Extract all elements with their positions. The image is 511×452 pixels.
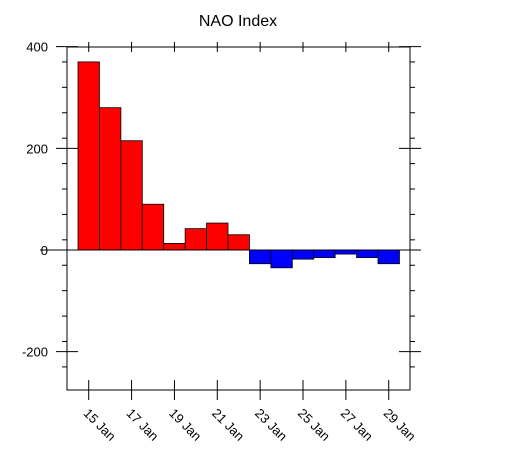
plot-frame — [40, 46, 420, 391]
x-tick-label: 21 Jan — [209, 406, 247, 444]
bar-21-jan — [206, 222, 229, 251]
x-tick-label: 27 Jan — [338, 406, 376, 444]
y-axis: -200 0 200 400 — [22, 40, 421, 368]
x-tick-label: 19 Jan — [166, 406, 204, 444]
bar-26-jan — [313, 249, 336, 259]
bar-18-jan — [141, 203, 165, 251]
x-tick-label: 29 Jan — [381, 406, 419, 444]
y-tick-label: 400 — [26, 40, 48, 55]
bar-22-jan — [227, 234, 250, 251]
bar-25-jan — [291, 249, 315, 260]
bar-20-jan — [184, 228, 207, 251]
x-tick-label: 25 Jan — [295, 406, 333, 444]
bar-16-jan — [99, 107, 122, 251]
bar-29-jan — [377, 249, 400, 265]
bars-group — [77, 61, 400, 269]
bar-17-jan — [120, 140, 143, 251]
y-tick-label: -200 — [22, 345, 48, 360]
x-tick-label: 17 Jan — [123, 406, 161, 444]
y-tick-label: 200 — [26, 141, 48, 156]
bar-28-jan — [356, 249, 379, 259]
bar-27-jan — [334, 249, 357, 255]
x-tick-label: 15 Jan — [81, 406, 119, 444]
bar-15-jan — [77, 61, 100, 251]
x-tick-label: 23 Jan — [252, 406, 290, 444]
bar-19-jan — [163, 242, 186, 251]
chart-title: NAO Index — [199, 13, 277, 30]
bar-24-jan — [270, 249, 293, 269]
bar-23-jan — [249, 249, 272, 265]
y-tick-label: 0 — [41, 243, 48, 258]
plot-border — [66, 46, 411, 391]
